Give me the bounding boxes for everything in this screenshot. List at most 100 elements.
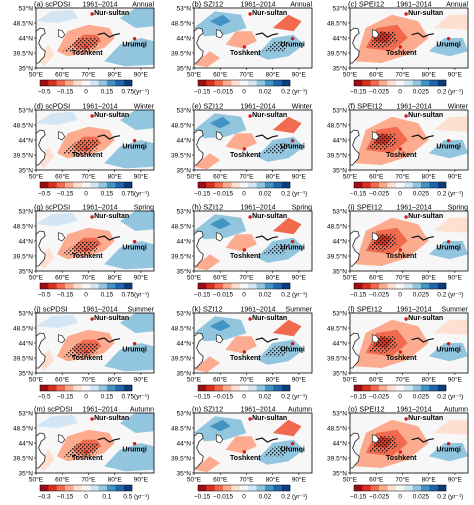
colorbar-segment [437,385,447,391]
map-panel: (d) scPDSI 1961–2014 Winter 53°N 48.5°N 44°N 3… [13,102,155,198]
lat-tick-label: 53°N [176,207,191,215]
lat-tick-label: 39.5°N [327,151,347,159]
city-marker [398,450,403,454]
colorbar-segment [362,182,371,188]
colorbar-tick-label: 0.75 [121,292,134,299]
colorbar-tick-label: 0.02 [259,89,272,96]
trend-field [119,413,154,433]
colorbar-segment [73,283,83,289]
colorbar-segment [98,80,108,86]
colorbar: −0.15 −0.025 0 0.025 0.2 (yr⁻¹) [350,384,463,401]
colorbar-segment [214,485,224,491]
city-marker [446,138,451,143]
lat-tick-label: 39.5°N [13,252,33,260]
colorbar-segment [90,283,99,289]
colorbar-segment [354,385,363,391]
colorbar-tick-label: 0.15 [101,292,114,299]
map-panel: (n) SZI12 1961–2014 Autumn 53°N 48.5°N 44°N 39… [171,405,313,501]
panel-season: Autumn [130,407,154,414]
city-marker [398,147,403,151]
lat-tick-label: 44°N [18,237,33,245]
colorbar-segment [354,80,363,86]
colorbar-segment [404,80,413,86]
lon-tick-label: 50°E [343,71,358,79]
city-label: Nur-sultan [408,112,443,119]
colorbar-segment [248,485,257,491]
city-marker [446,239,451,244]
colorbar-unit: (yr⁻¹) [448,89,463,96]
colorbar-segment [56,485,66,491]
lat-tick-label: 53°N [18,309,33,317]
lat-tick-label: 39.5°N [327,49,347,57]
city-marker [290,341,295,346]
trend-field [104,38,154,67]
lon-tick-label: 90°E [134,376,149,384]
lon-tick-label: 50°E [187,376,202,384]
lat-tick-label: 53°N [18,207,33,215]
lat-tick-label: 48.5°N [327,222,347,230]
aral-sea [371,131,380,141]
colorbar-segment [395,182,405,188]
colorbar-tick-label: 0.2 [281,292,290,299]
colorbar-segment [106,182,116,188]
trend-field [428,443,468,462]
colorbar-segment [379,485,388,491]
colorbar-segment [231,485,241,491]
lon-tick-label: 50°E [29,476,44,484]
lat-tick-label: 44°N [332,34,347,42]
colorbar-tick-label: 0.75 [121,191,134,198]
lon-tick-label: 90°E [292,274,307,282]
colorbar-segment [429,283,438,289]
colorbar-segment [248,80,257,86]
city-label: Urumqi [280,42,305,49]
panel-label: (o) SPEI12 [348,405,385,414]
trend-field [194,254,221,271]
lat-tick-label: 53°N [176,309,191,317]
trend-field [272,319,302,337]
panel-season: Spring [292,205,312,212]
lat-tick-label: 48.5°N [13,424,33,432]
city-label: Toshkent [230,455,261,462]
lat-tick-label: 44°N [332,339,347,347]
lon-tick-label: 90°E [448,476,463,484]
colorbar-segment [437,485,447,491]
panel-period: 1961–2014 [396,307,431,314]
colorbar: −0.5 −0.15 0 0.15 0.75 (yr⁻¹) [38,384,149,401]
colorbar-segment [223,385,232,391]
colorbar-tick-label: 0.2 [281,394,290,401]
aral-sea [215,334,224,344]
city-label: Nur-sultan [94,10,129,17]
trend-field [36,414,78,428]
panel-label: (a) scPDSI [34,0,70,9]
caspian-sea [350,332,360,369]
colorbar-segment [115,182,124,188]
lon-tick-label: 90°E [134,274,149,282]
colorbar-segment [56,80,66,86]
colorbar-segment [98,385,108,391]
colorbar-segment [65,182,74,188]
lat-tick-label: 35°N [18,469,33,477]
panel-label: (j) scPDSI [34,305,68,314]
colorbar-segment [370,485,380,491]
city-label: Nur-sultan [408,315,443,322]
city-marker [242,350,247,354]
lat-tick-label: 53°N [18,106,33,114]
lat-tick-label: 44°N [176,339,191,347]
map-panel: (k) SZI12 1961–2014 Summer 53°N 48.5°N 44°N 39… [171,305,313,401]
colorbar-segment [214,283,224,289]
colorbar-tick-label: 0.2 [281,89,290,96]
colorbar-segment [395,385,405,391]
panel-period: 1961–2014 [396,205,431,212]
panel-period: 1961–2014 [240,307,275,314]
city-marker [404,317,408,321]
caspian-sea [194,432,204,469]
lon-tick-label: 50°E [187,71,202,79]
trend-field [36,9,78,23]
colorbar-tick-label: −0.15 [350,89,367,96]
colorbar-segment [73,385,83,391]
significance-hatching [262,346,291,357]
city-label: Urumqi [280,347,305,354]
colorbar-tick-label: 0.025 [413,394,430,401]
lon-tick-label: 90°E [448,274,463,282]
colorbar-segment [223,283,232,289]
